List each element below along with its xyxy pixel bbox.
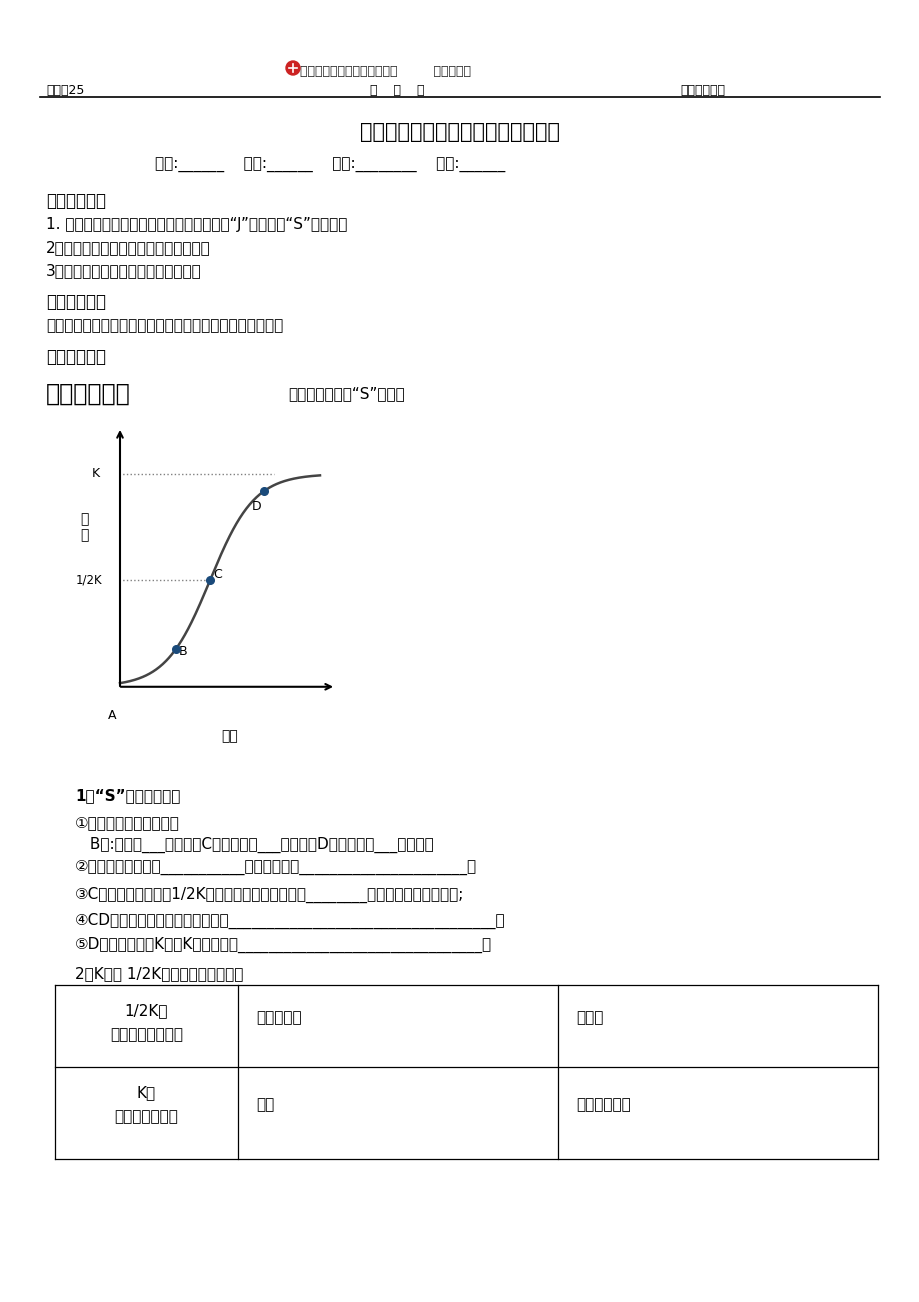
Text: 捕鱼：: 捕鱼： xyxy=(575,1010,603,1025)
Text: 1/2K値: 1/2K値 xyxy=(125,1003,168,1018)
Text: D: D xyxy=(252,500,261,513)
Text: 【重点难点】: 【重点难点】 xyxy=(46,293,106,311)
Text: 【导学流程】: 【导学流程】 xyxy=(46,348,106,366)
Text: 数
量: 数 量 xyxy=(80,512,88,542)
Text: 1、“S”型曲线分析：: 1、“S”型曲线分析： xyxy=(75,788,180,803)
Text: B: B xyxy=(179,646,187,659)
Text: A: A xyxy=(108,708,117,721)
Text: 2．尝试建立数学模型解释种群的数变动: 2．尝试建立数学模型解释种群的数变动 xyxy=(46,240,210,255)
Text: 防治蟓虫：: 防治蟓虫： xyxy=(255,1010,301,1025)
Text: 保护大熊猫：: 保护大熊猫： xyxy=(575,1098,630,1112)
Text: 【学习目标】: 【学习目标】 xyxy=(46,191,106,210)
Text: K: K xyxy=(92,467,100,480)
Text: 班级:______    姓名:______    小组:________    评价:______: 班级:______ 姓名:______ 小组:________ 评价:_____… xyxy=(154,158,505,173)
Text: 1. 通过对本节的学习，掌握种群数量变化的“J”型曲线和“S”型曲线。: 1. 通过对本节的学习，掌握种群数量变化的“J”型曲线和“S”型曲线。 xyxy=(46,217,347,232)
Text: ②数量增长最快的是___________段，其原因是______________________；: ②数量增长最快的是___________段，其原因是______________… xyxy=(75,861,477,875)
Text: 灭鼠: 灭鼠 xyxy=(255,1098,274,1112)
Text: ③C点时种群的数量为1/2K値，此时种群的增长速率________；资源的再生能力最强;: ③C点时种群的数量为1/2K値，此时种群的增长速率________；资源的再生能… xyxy=(75,887,464,904)
Text: 尝试建构种群增长的数学模型，并据此解释种群数量的变化: 尝试建构种群增长的数学模型，并据此解释种群数量的变化 xyxy=(46,318,283,333)
Text: B点:出生率___死亡率；C点：出生率___死亡率；D点：出生率___死亡率；: B点:出生率___死亡率；C点：出生率___死亡率；D点：出生率___死亡率； xyxy=(85,837,433,853)
Text: ⑤D点达到最大値K値，K値的含义是________________________________。: ⑤D点达到最大値K値，K値的含义是_______________________… xyxy=(75,937,492,953)
Text: K値: K値 xyxy=(137,1085,156,1100)
Text: （最大增长速率）: （最大增长速率） xyxy=(110,1027,183,1042)
Text: 1/2K: 1/2K xyxy=(76,574,103,587)
Text: 一、种群增长的“S”型曲线: 一、种群增长的“S”型曲线 xyxy=(288,385,404,401)
Text: 编制人：胡雪: 编制人：胡雪 xyxy=(679,85,724,98)
Text: ④CD段增长速度变慢的可能原因是___________________________________；: ④CD段增长速度变慢的可能原因是________________________… xyxy=(75,913,505,930)
Text: C: C xyxy=(213,568,221,581)
Text: 3．探究培养液中种群数量的动态变化: 3．探究培养液中种群数量的动态变化 xyxy=(46,263,201,279)
Text: 课题：《种群数量的变化》第二课时: 课题：《种群数量的变化》第二课时 xyxy=(359,122,560,142)
Text: 编号：25: 编号：25 xyxy=(46,85,85,98)
Text: 为明学校学生课堂导学提纲（         生物学科）: 为明学校学生课堂导学提纲（ 生物学科） xyxy=(300,65,471,78)
Text: 时间: 时间 xyxy=(221,729,238,743)
Circle shape xyxy=(286,61,300,76)
Text: 2．K値和 1/2K値在实践中的应用：: 2．K値和 1/2K値在实践中的应用： xyxy=(75,966,244,980)
Text: ①分析出生率和死亡率：: ①分析出生率和死亡率： xyxy=(75,815,180,829)
Text: 一、基础感知: 一、基础感知 xyxy=(46,381,130,406)
Text: （环境容纳量）: （环境容纳量） xyxy=(115,1109,178,1124)
Text: 年    月    日: 年 月 日 xyxy=(369,85,424,98)
